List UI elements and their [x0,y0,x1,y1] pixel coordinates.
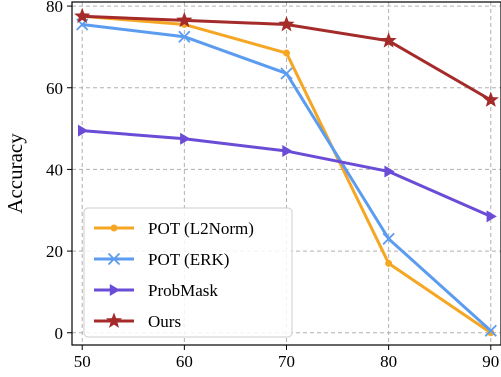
data-point-ours [74,7,91,24]
axis-ticks: 50 60 70 80 90 0 20 40 60 80 [46,0,499,371]
data-point-ours [380,32,397,48]
data-point-pot-erk [178,30,191,43]
data-point-probmask [78,124,89,137]
y-tick-label: 60 [46,79,63,98]
data-point-ours [176,11,193,28]
series-pot-erk [76,18,497,337]
legend-label: POT (L2Norm) [148,219,254,238]
legend-marker [110,224,118,232]
legend-item-pot-erk: POT (ERK) [94,250,229,269]
legend-label: POT (ERK) [148,250,229,269]
legend: POT (L2Norm) POT (ERK) ProbMask Ours [83,207,293,338]
legend-item-probmask: ProbMask [94,281,218,300]
x-tick-label: 80 [380,352,397,371]
legend-marker [109,284,120,296]
data-point-probmask [486,210,497,223]
legend-item-ours: Ours [94,312,181,331]
data-point-probmask [384,165,395,178]
data-point-pot-l2norm [385,259,393,267]
data-point-pot-erk [280,67,293,80]
x-tick-label: 50 [74,352,91,371]
legend-marker [107,252,121,266]
y-tick-label: 20 [46,242,63,261]
y-tick-label: 80 [46,0,63,16]
data-point-probmask [180,132,191,145]
data-point-pot-l2norm [283,49,290,57]
data-point-pot-erk-stroke [484,324,497,337]
series-ours [74,7,499,107]
data-point-pot-erk [382,232,395,245]
legend-marker [105,312,123,328]
series-layer [74,7,499,337]
series-probmask [78,124,497,223]
y-tick-label: 40 [46,160,63,179]
legend-label: ProbMask [148,281,218,300]
x-tick-label: 60 [176,352,193,371]
x-tick-label: 70 [278,352,295,371]
data-point-pot-erk [484,324,497,337]
legend-label: Ours [148,312,181,331]
data-point-ours [482,91,499,107]
data-point-ours [278,15,295,32]
legend-box [83,207,293,338]
data-point-pot-erk-stroke [382,232,395,245]
legend-marker-stroke [107,252,121,266]
x-tick-label: 90 [482,352,499,371]
y-axis-label: Accuracy [3,133,27,214]
data-point-probmask [282,145,293,158]
legend-item-pot-l2norm: POT (L2Norm) [94,219,254,238]
data-point-pot-erk-stroke [178,30,191,43]
y-tick-label: 0 [55,324,64,343]
data-point-pot-erk-stroke [280,67,293,80]
